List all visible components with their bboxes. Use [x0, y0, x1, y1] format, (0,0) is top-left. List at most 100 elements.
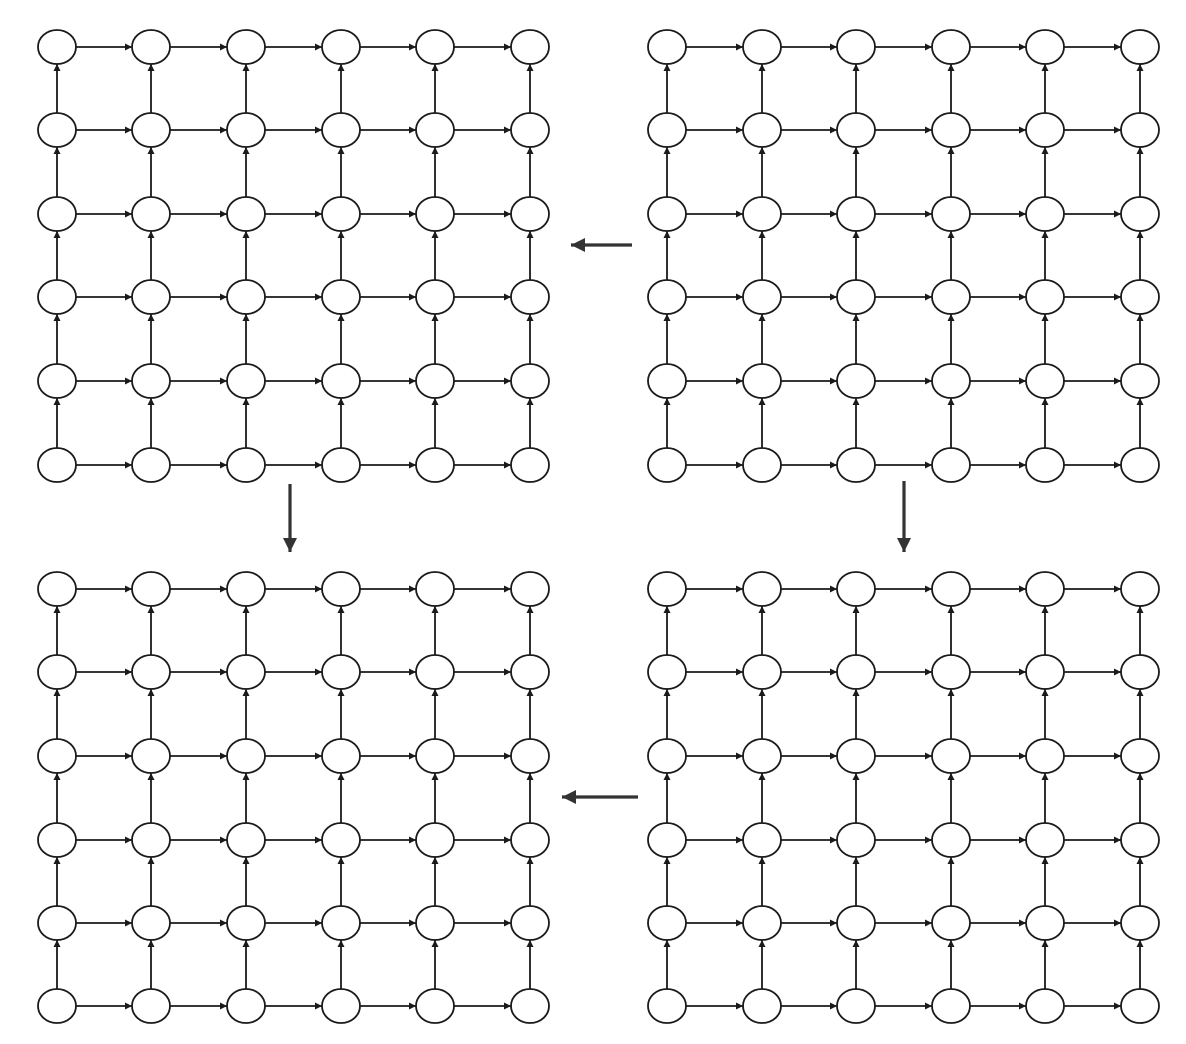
graph-node	[226, 279, 266, 315]
graph-node	[931, 654, 971, 690]
graph-node	[836, 112, 876, 148]
graph-node	[131, 738, 171, 774]
graph-node	[415, 738, 455, 774]
graph-node	[742, 571, 782, 607]
graph-node	[931, 279, 971, 315]
graph-node	[836, 29, 876, 65]
graph-node	[647, 363, 687, 399]
graph-node	[226, 738, 266, 774]
grid-panel-bottom-left	[37, 571, 550, 1024]
graph-node	[836, 447, 876, 483]
graph-node	[1120, 905, 1160, 941]
graph-node	[647, 822, 687, 858]
graph-node	[836, 738, 876, 774]
graph-node	[1025, 905, 1065, 941]
grid-panel-top-right	[647, 29, 1160, 483]
graph-node	[131, 196, 171, 232]
graph-node	[742, 654, 782, 690]
graph-node	[131, 822, 171, 858]
graph-node	[836, 988, 876, 1024]
graph-node	[226, 29, 266, 65]
graph-node	[131, 571, 171, 607]
graph-node	[742, 447, 782, 483]
graph-node	[1025, 822, 1065, 858]
graph-node	[321, 988, 361, 1024]
graph-node	[226, 654, 266, 690]
graph-node	[510, 571, 550, 607]
graph-node	[131, 905, 171, 941]
graph-node	[37, 738, 77, 774]
graph-node	[836, 905, 876, 941]
graph-node	[321, 905, 361, 941]
graph-node	[931, 822, 971, 858]
graph-node	[836, 279, 876, 315]
graph-node	[742, 738, 782, 774]
grid-panel-top-left	[37, 29, 550, 483]
graph-node	[742, 29, 782, 65]
graph-node	[415, 822, 455, 858]
graph-node	[931, 196, 971, 232]
graph-node	[415, 571, 455, 607]
graph-node	[1120, 447, 1160, 483]
graph-node	[226, 988, 266, 1024]
graph-node	[1025, 571, 1065, 607]
graph-node	[742, 112, 782, 148]
graph-node	[742, 279, 782, 315]
graph-node	[1120, 363, 1160, 399]
graph-node	[1025, 363, 1065, 399]
graph-node	[321, 822, 361, 858]
graph-node	[1120, 112, 1160, 148]
graph-node	[647, 447, 687, 483]
graph-node	[510, 905, 550, 941]
graph-node	[931, 988, 971, 1024]
graph-node	[742, 905, 782, 941]
graph-node	[647, 654, 687, 690]
graph-node	[1025, 447, 1065, 483]
graph-node	[131, 29, 171, 65]
graph-node	[321, 196, 361, 232]
graph-node	[37, 571, 77, 607]
graph-node	[131, 112, 171, 148]
graph-node	[1120, 279, 1160, 315]
graph-node	[510, 279, 550, 315]
graph-node	[1025, 654, 1065, 690]
graph-node	[931, 571, 971, 607]
graph-node	[37, 654, 77, 690]
graph-node	[37, 279, 77, 315]
graph-node	[647, 988, 687, 1024]
graph-node	[415, 447, 455, 483]
graph-node	[321, 29, 361, 65]
graph-node	[1025, 112, 1065, 148]
graph-node	[131, 447, 171, 483]
graph-node	[510, 112, 550, 148]
graph-node	[131, 988, 171, 1024]
graph-node	[836, 654, 876, 690]
graph-node	[1120, 988, 1160, 1024]
graph-node	[510, 654, 550, 690]
graph-node	[510, 988, 550, 1024]
graph-node	[415, 654, 455, 690]
graph-node	[510, 447, 550, 483]
graph-node	[321, 738, 361, 774]
graph-node	[1025, 738, 1065, 774]
graph-node	[37, 363, 77, 399]
grid-panel-bottom-right	[647, 571, 1160, 1024]
graph-node	[1025, 29, 1065, 65]
graph-node	[415, 112, 455, 148]
graph-node	[415, 363, 455, 399]
graph-node	[1120, 196, 1160, 232]
graph-node	[836, 363, 876, 399]
graph-node	[836, 196, 876, 232]
graph-node	[647, 29, 687, 65]
graph-node	[836, 822, 876, 858]
transitions-layer	[283, 238, 911, 804]
graph-node	[415, 196, 455, 232]
graph-node	[1025, 196, 1065, 232]
graph-node	[321, 363, 361, 399]
graph-node	[226, 905, 266, 941]
graph-node	[131, 279, 171, 315]
graph-node	[37, 988, 77, 1024]
graph-node	[131, 363, 171, 399]
graph-node	[226, 363, 266, 399]
